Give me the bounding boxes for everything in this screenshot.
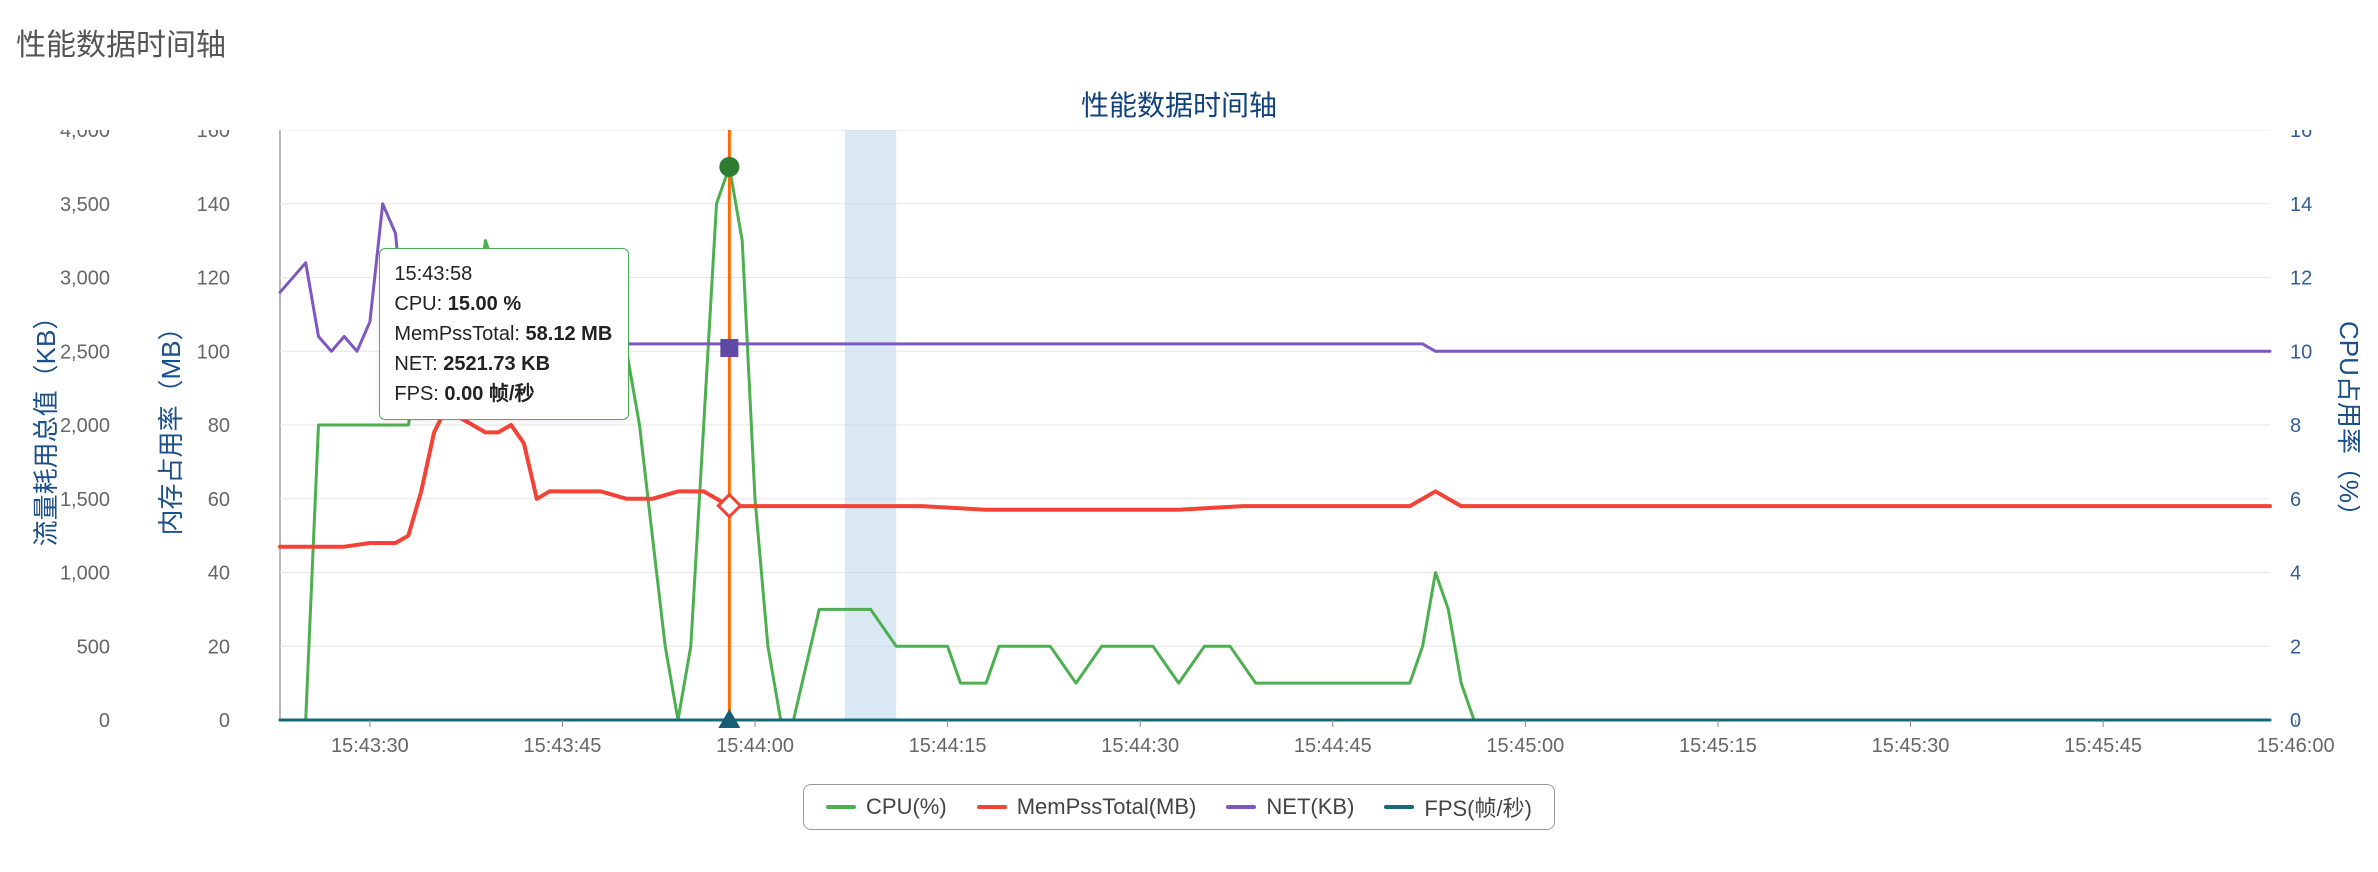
ytick-mem: 20 [208, 636, 230, 658]
page-title: 性能数据时间轴 [16, 20, 2348, 64]
legend-swatch [977, 805, 1007, 809]
legend-swatch [1384, 805, 1414, 809]
legend-item-mem[interactable]: MemPssTotal(MB) [977, 794, 1197, 820]
ytick-cpu: 14 [2290, 194, 2312, 216]
ytick-mem: 80 [208, 415, 230, 437]
chart-title: 性能数据时间轴 [10, 84, 2348, 124]
ytick-mem: 0 [219, 710, 230, 732]
xtick-label: 15:43:30 [331, 735, 409, 757]
ytick-net: 3,500 [60, 194, 110, 216]
brush-selection[interactable] [845, 130, 896, 720]
cursor-marker-cpu [719, 157, 739, 177]
ytick-cpu: 8 [2290, 415, 2301, 437]
legend-item-net[interactable]: NET(KB) [1226, 794, 1354, 820]
legend-label: MemPssTotal(MB) [1017, 794, 1197, 820]
ytick-mem: 40 [208, 563, 230, 585]
ytick-mem: 140 [197, 194, 230, 216]
chart-svg[interactable]: 0 500 1,000 1,500 2,000 2,500 3,000 3,500 4,000 流… [10, 130, 2360, 770]
series-net[interactable] [280, 204, 2270, 366]
xtick-label: 15:44:45 [1294, 735, 1372, 757]
ytick-net: 2,500 [60, 341, 110, 363]
legend-item-fps[interactable]: FPS(帧/秒) [1384, 791, 1532, 823]
xtick-label: 15:45:30 [1872, 735, 1950, 757]
ytick-net: 3,000 [60, 268, 110, 290]
legend: CPU(%) MemPssTotal(MB) NET(KB) FPS(帧/秒) [10, 784, 2348, 830]
legend-label: FPS(帧/秒) [1424, 791, 1532, 823]
chart-canvas-container: 0 500 1,000 1,500 2,000 2,500 3,000 3,500 4,000 流… [10, 130, 2348, 770]
ytick-mem: 120 [197, 268, 230, 290]
xtick-label: 15:43:45 [524, 735, 602, 757]
xtick-label: 15:46:00 [2257, 735, 2335, 757]
cursor-marker-mem [718, 495, 740, 517]
xtick-label: 15:45:00 [1486, 735, 1564, 757]
legend-inner: CPU(%) MemPssTotal(MB) NET(KB) FPS(帧/秒) [803, 784, 1555, 830]
xtick-label: 15:44:15 [909, 735, 987, 757]
series-cpu[interactable] [280, 167, 2270, 720]
ytick-net: 1,000 [60, 563, 110, 585]
ytick-mem: 160 [197, 130, 230, 142]
yaxis-label-mem: 内存占用率（MB） [156, 314, 186, 535]
yaxis-label-net: 流量耗用总值（KB） [31, 304, 61, 547]
legend-label: CPU(%) [866, 794, 947, 820]
ytick-mem: 60 [208, 489, 230, 511]
legend-item-cpu[interactable]: CPU(%) [826, 794, 947, 820]
ytick-mem: 100 [197, 341, 230, 363]
ytick-cpu: 2 [2290, 636, 2301, 658]
xtick-label: 15:44:00 [716, 735, 794, 757]
yaxis-label-cpu: CPU占用率（%） [2334, 321, 2360, 529]
ytick-net: 4,000 [60, 130, 110, 142]
legend-swatch [826, 805, 856, 809]
ytick-cpu: 16 [2290, 130, 2312, 142]
legend-swatch [1226, 805, 1256, 809]
ytick-net: 2,000 [60, 415, 110, 437]
ytick-cpu: 4 [2290, 563, 2301, 585]
cursor-marker-net [720, 339, 738, 357]
xtick-label: 15:44:30 [1101, 735, 1179, 757]
series-mem[interactable] [280, 407, 2270, 547]
ytick-cpu: 10 [2290, 341, 2312, 363]
legend-label: NET(KB) [1266, 794, 1354, 820]
ytick-cpu: 12 [2290, 268, 2312, 290]
ytick-net: 500 [77, 636, 110, 658]
xtick-label: 15:45:15 [1679, 735, 1757, 757]
ytick-cpu: 6 [2290, 489, 2301, 511]
ytick-net: 1,500 [60, 489, 110, 511]
xtick-label: 15:45:45 [2064, 735, 2142, 757]
ytick-net: 0 [99, 710, 110, 732]
